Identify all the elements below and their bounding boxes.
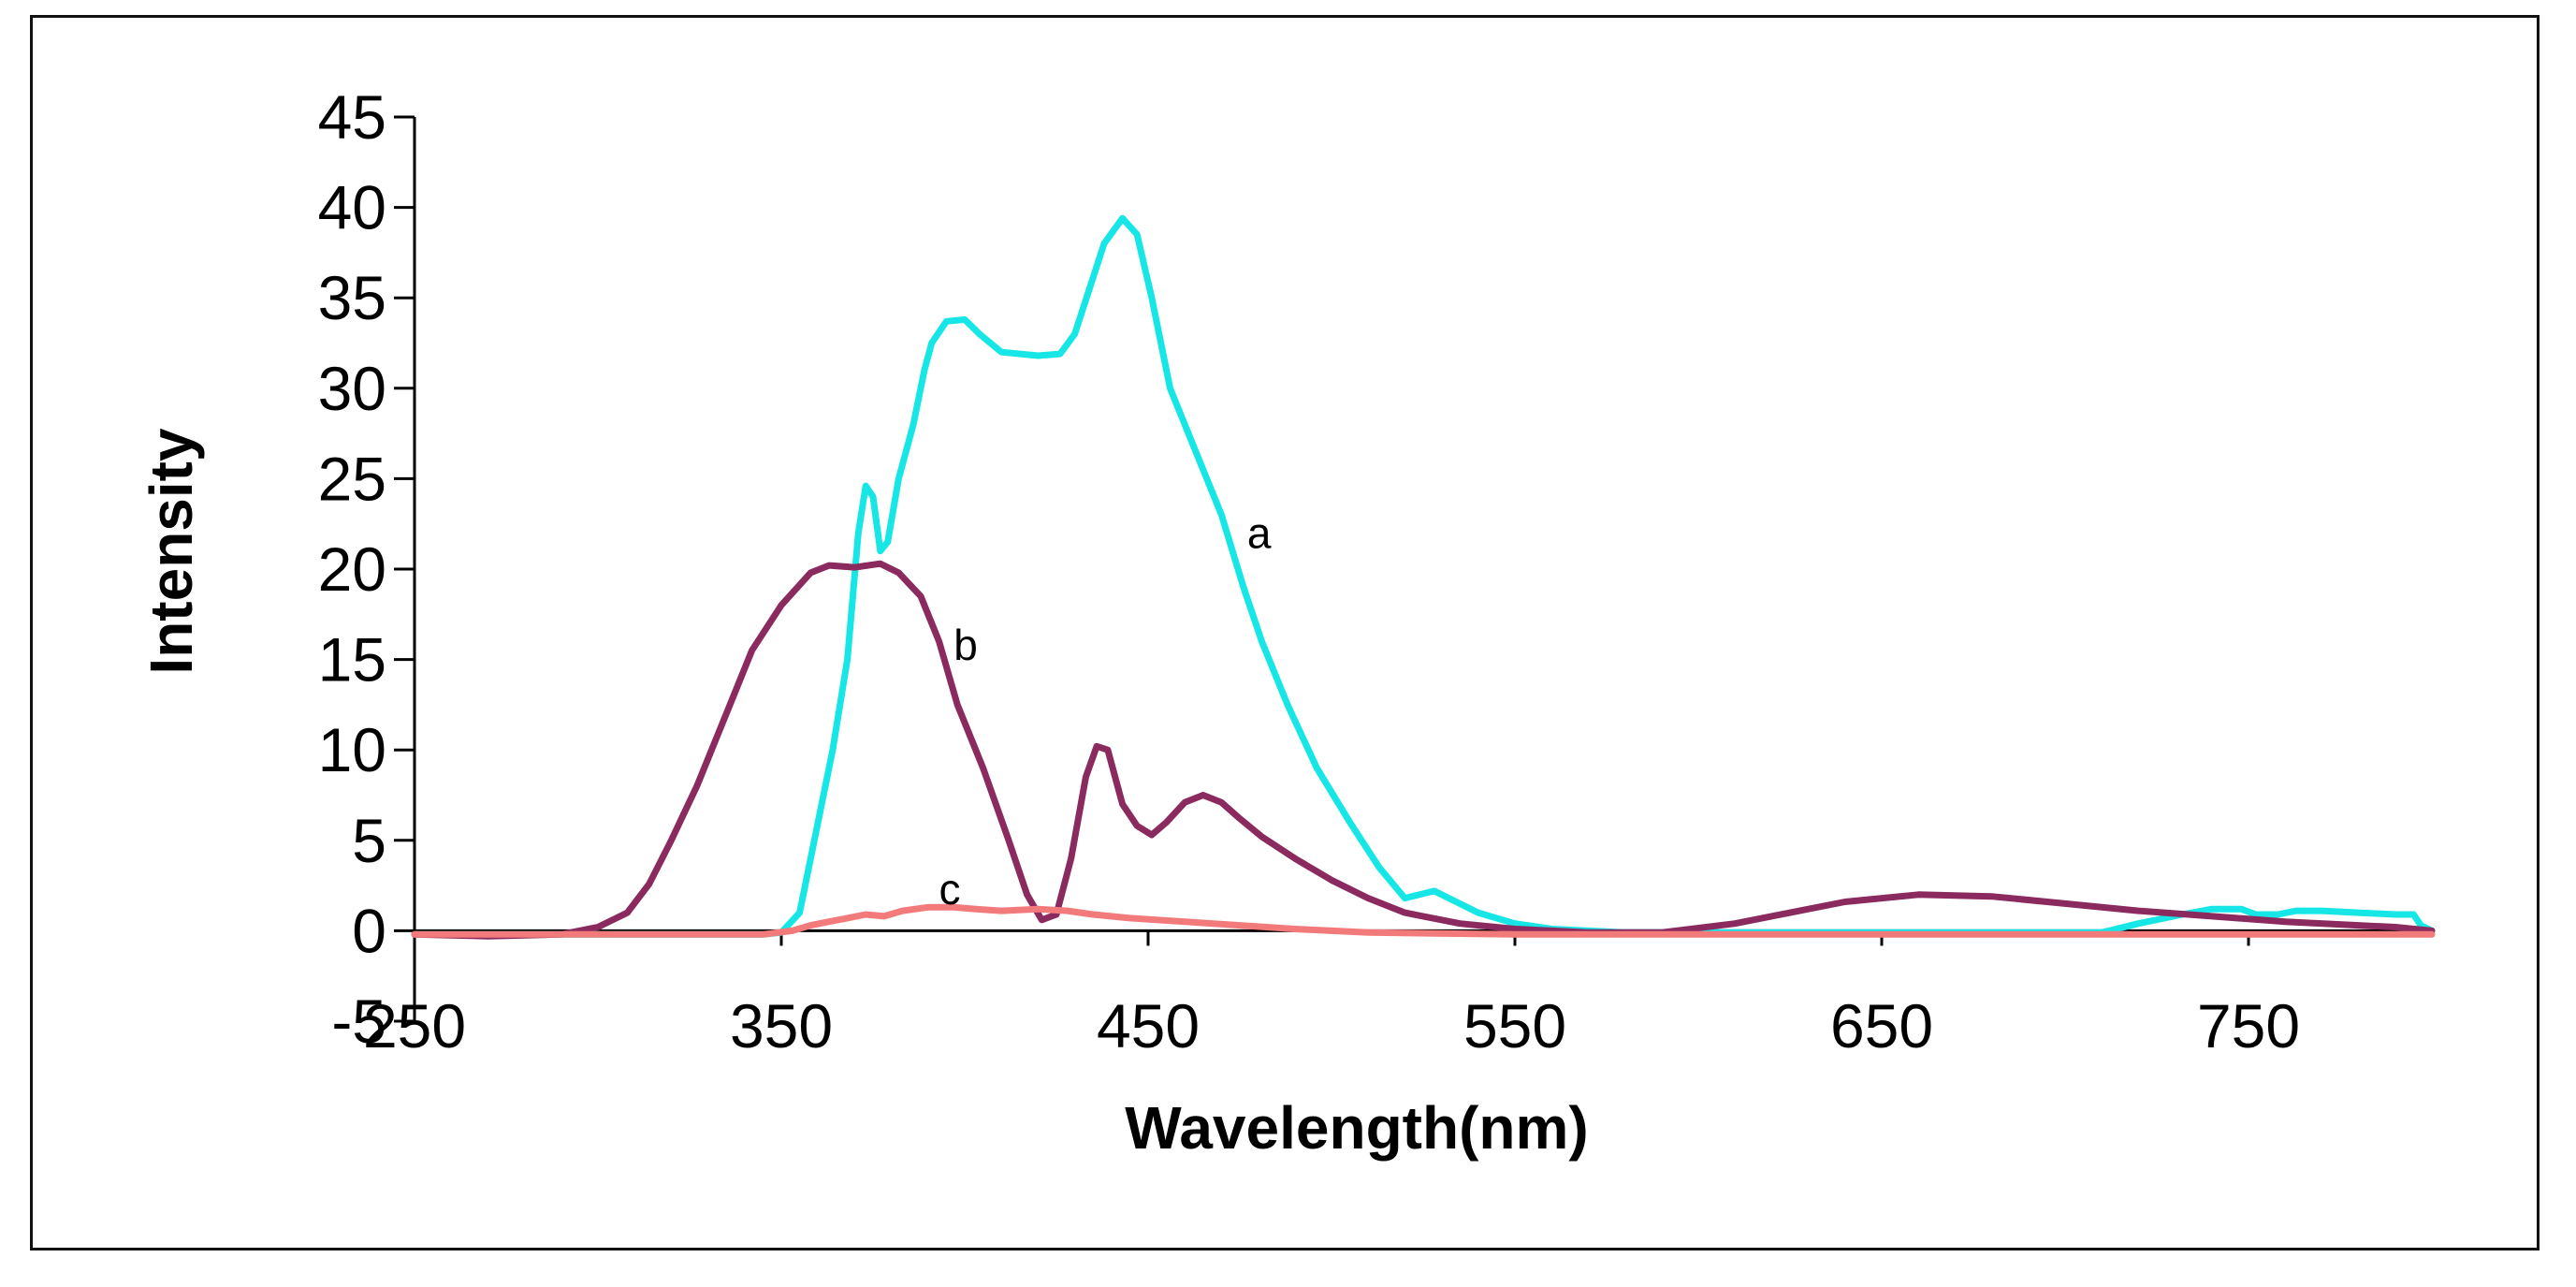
- y-tick-label: 20: [318, 534, 386, 604]
- x-axis-title: Wavelength(nm): [1125, 1094, 1588, 1162]
- series-label-b: b: [953, 621, 978, 669]
- series-layer: [411, 214, 2436, 940]
- y-tick-label: 10: [318, 715, 386, 784]
- x-tick-label: 350: [730, 991, 833, 1060]
- x-tick-label: 650: [1830, 991, 1933, 1060]
- y-axis-title: Intensity: [138, 428, 205, 675]
- series-line-b: [411, 560, 2436, 940]
- series-labels: a b c: [939, 508, 1272, 914]
- y-tick-label: 5: [352, 806, 386, 875]
- spectrum-chart: -5 0 5 10 15 20 25 30 35 40 45 250 350 450 550 650 750 a…: [138, 82, 2436, 1162]
- figure-frame: -5 0 5 10 15 20 25 30 35 40 45 250 350 450 550 650 750 a…: [30, 15, 2540, 1250]
- x-tick-label: 750: [2197, 991, 2300, 1060]
- y-tick-label: 25: [318, 444, 386, 513]
- y-tick-label: -5: [331, 987, 386, 1056]
- tick-labels: -5 0 5 10 15 20 25 30 35 40 45 250 350 450 550 650 750: [318, 82, 2300, 1060]
- y-tick-label: 45: [318, 82, 386, 152]
- series-label-a: a: [1247, 508, 1272, 557]
- tick-marks: [394, 115, 2250, 1023]
- axes: [413, 117, 2432, 1021]
- y-tick-label: 15: [318, 625, 386, 695]
- y-tick-label: 40: [318, 173, 386, 242]
- y-tick-label: 0: [352, 896, 386, 965]
- x-tick-label: 550: [1463, 991, 1566, 1060]
- series-label-c: c: [939, 865, 961, 914]
- x-tick-label: 250: [363, 991, 466, 1060]
- x-tick-label: 450: [1097, 991, 1200, 1060]
- y-tick-label: 30: [318, 354, 386, 423]
- y-tick-label: 35: [318, 263, 386, 332]
- series-line-a: [411, 214, 2436, 938]
- series-line-c: [411, 903, 2436, 938]
